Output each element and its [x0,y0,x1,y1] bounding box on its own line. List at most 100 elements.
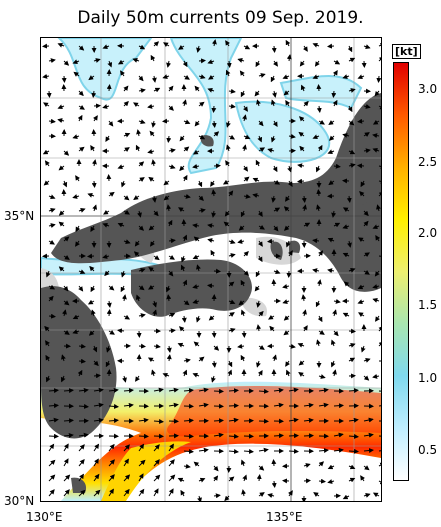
current-arrow [183,119,191,125]
current-arrow [168,164,176,170]
current-arrow [272,165,278,173]
current-arrow [238,225,245,231]
current-arrow [182,60,188,68]
current-arrow [78,104,85,110]
current-arrow [179,135,185,142]
current-arrow [257,369,263,377]
current-arrow [178,44,185,50]
current-arrow [138,343,146,349]
current-arrow [357,118,365,124]
current-arrow [57,118,65,123]
current-arrow [168,459,175,467]
current-arrow [123,85,129,92]
current-arrow [183,418,194,424]
current-arrow [342,312,350,318]
current-arrow [93,473,100,482]
current-arrow [78,285,84,292]
current-arrow [147,103,155,109]
current-arrow [48,223,56,228]
current-arrow [228,449,239,454]
current-arrow [378,104,381,110]
current-arrow [138,488,145,497]
current-arrow [78,444,85,452]
current-arrow [108,474,115,482]
current-arrow [63,150,70,156]
current-arrow [348,433,359,439]
current-arrow [327,479,335,484]
current-arrow [288,250,293,257]
current-arrow [192,163,200,169]
current-arrow [121,294,127,302]
current-arrow [358,237,365,243]
current-arrow [162,74,170,79]
lon-label-130e: 130°E [26,510,63,524]
current-arrow [192,299,200,304]
current-arrow [298,360,305,366]
current-arrow [258,120,264,127]
current-arrow [348,88,356,93]
current-arrow [192,149,200,155]
current-arrow [108,387,119,393]
current-arrow [378,450,381,452]
current-arrow [48,58,56,64]
current-arrow [273,179,281,185]
current-arrow [93,458,99,467]
current-arrow [75,175,80,182]
current-arrow [252,193,260,198]
current-arrow [183,358,191,364]
current-arrow [258,388,269,394]
current-arrow [106,300,112,308]
current-arrow [153,255,160,261]
current-arrow [273,402,284,408]
current-arrow [193,236,200,242]
current-arrow [138,417,149,423]
current-arrow [327,237,335,243]
current-arrow [363,269,370,275]
current-arrow [149,130,155,137]
current-arrow [240,309,246,317]
current-arrow [211,120,217,128]
current-arrow [348,163,356,168]
current-arrow [258,447,269,453]
current-arrow [303,45,308,52]
current-arrow [117,222,125,228]
current-arrow [243,270,250,276]
current-arrow [303,100,309,107]
current-arrow [243,250,249,257]
current-arrow [372,119,380,125]
current-arrow [165,285,171,293]
current-arrow [363,465,370,471]
current-arrow [183,463,191,469]
current-arrow [238,300,245,306]
current-arrow [316,339,321,347]
current-arrow [378,405,381,407]
current-arrow [168,238,176,244]
colorbar-tick: 3.0 [418,82,438,96]
current-arrow [179,165,185,172]
current-arrow [193,341,200,347]
current-arrow [283,315,290,321]
current-arrow [223,221,230,227]
current-arrow [327,464,335,470]
current-arrow [327,149,335,155]
current-arrow [93,417,104,423]
current-arrow [168,254,175,260]
current-arrow [333,447,344,453]
current-arrow [258,147,266,153]
current-arrow [347,45,353,53]
current-arrow [378,191,381,197]
current-arrow [177,477,185,483]
current-arrow [123,100,129,107]
current-arrow [93,115,98,122]
current-arrow [102,44,110,50]
current-arrow [228,299,236,305]
current-arrow [138,267,146,273]
current-arrow [93,387,104,393]
current-arrow [45,354,51,362]
current-arrow [123,195,130,201]
current-arrow [256,99,261,107]
current-arrow [78,489,86,497]
current-arrow [45,375,51,383]
current-arrow [93,443,100,452]
current-arrow [75,225,81,233]
